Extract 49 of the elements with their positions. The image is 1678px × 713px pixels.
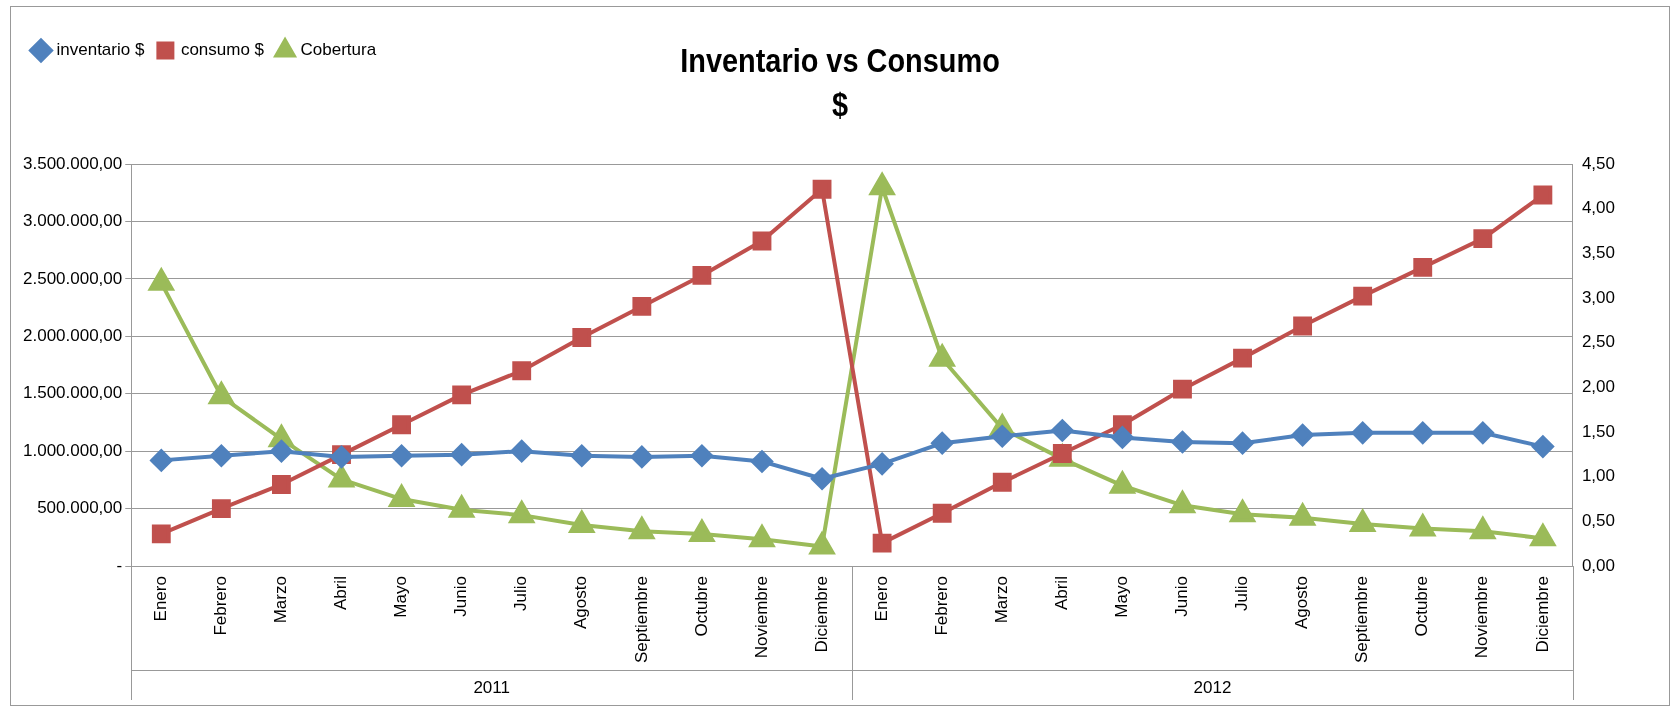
y2-tick-label: 1,50 bbox=[1581, 421, 1616, 441]
y2-tick-label: 0,00 bbox=[1581, 555, 1616, 575]
y2-tick-label: 2,50 bbox=[1581, 332, 1616, 352]
y-tick-label: - bbox=[116, 555, 123, 575]
legend-label: consumo $ bbox=[180, 40, 265, 60]
y2-tick-label: 1,00 bbox=[1581, 466, 1616, 486]
y-tick-label: 3.000.000,00 bbox=[23, 211, 123, 231]
x-tick-label: Noviembre bbox=[751, 576, 771, 659]
y-tick-label: 1.500.000,00 bbox=[23, 383, 123, 403]
x-tick-label: Julio bbox=[1232, 576, 1252, 612]
x-tick-label: Octubre bbox=[691, 576, 711, 637]
x-tick-label: Septiembre bbox=[631, 576, 651, 663]
x-tick-label: Marzo bbox=[271, 576, 291, 624]
y2-tick-label: 4,50 bbox=[1581, 153, 1616, 173]
x-tick-label: Septiembre bbox=[1352, 576, 1372, 663]
x-tick-label: Abril bbox=[331, 576, 351, 611]
x-tick-label: Noviembre bbox=[1472, 576, 1492, 659]
x-tick-label: Octubre bbox=[1412, 576, 1432, 637]
x-tick-label: Diciembre bbox=[811, 576, 831, 653]
text: 2012 bbox=[1193, 677, 1232, 697]
x-tick-label: Mayo bbox=[391, 576, 411, 618]
x-tick-label: Enero bbox=[150, 576, 170, 622]
x-tick-label: Febrero bbox=[211, 576, 231, 636]
y2-tick-label: 3,00 bbox=[1581, 287, 1616, 307]
y2-tick-label: 3,50 bbox=[1581, 243, 1616, 263]
y2-tick-label: 2,00 bbox=[1581, 377, 1616, 397]
y-tick-label: 2.000.000,00 bbox=[23, 326, 123, 345]
x-tick-label: Julio bbox=[511, 576, 531, 612]
x-tick-label: Marzo bbox=[991, 576, 1011, 624]
x-tick-label: Junio bbox=[451, 576, 471, 617]
x-tick-label: Abril bbox=[1052, 576, 1072, 611]
y-tick-label: 1.000.000,00 bbox=[23, 440, 123, 460]
text: 2011 bbox=[473, 677, 510, 697]
y2-tick-label: 4,00 bbox=[1581, 198, 1616, 218]
x-tick-label: Febrero bbox=[931, 576, 951, 636]
chart-title: Inventario vs Consumo bbox=[679, 40, 1001, 81]
legend-label: inventario $ bbox=[56, 40, 145, 60]
x-tick-label: Enero bbox=[871, 576, 891, 622]
x-tick-label: Agosto bbox=[1292, 576, 1312, 629]
y-tick-label: 3.500.000,00 bbox=[23, 153, 123, 173]
y-tick-label: 500.000,00 bbox=[37, 498, 123, 518]
legend-label: Cobertura bbox=[300, 40, 377, 60]
x-tick-label: Diciembre bbox=[1532, 576, 1552, 653]
x-tick-label: Mayo bbox=[1112, 576, 1132, 618]
y2-tick-label: 0,50 bbox=[1581, 511, 1616, 531]
x-tick-label: Junio bbox=[1172, 576, 1192, 617]
chart-subtitle: $ bbox=[830, 84, 850, 125]
x-tick-label: Agosto bbox=[571, 576, 591, 629]
y-tick-label: 2.500.000,00 bbox=[23, 268, 123, 288]
